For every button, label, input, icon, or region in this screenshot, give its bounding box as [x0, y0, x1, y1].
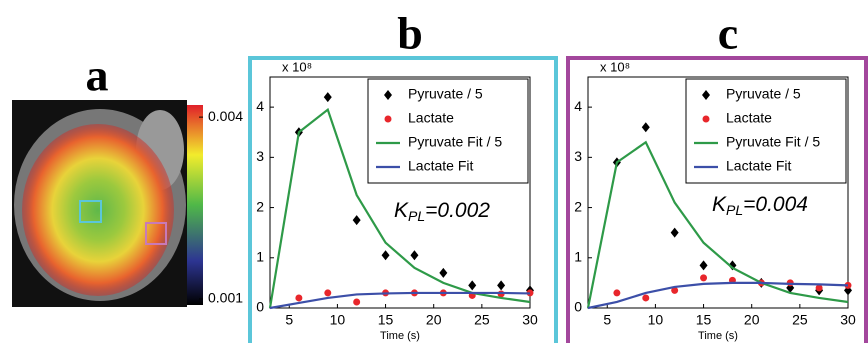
legend-label: Lactate	[726, 110, 772, 126]
y-tick-label: 1	[256, 248, 264, 264]
panel-label: c	[718, 8, 738, 59]
data-point	[642, 294, 649, 301]
y-tick-label: 0	[574, 299, 582, 315]
annotation-part: K	[394, 199, 409, 222]
x-tick-label: 15	[378, 312, 394, 328]
legend-label: Pyruvate / 5	[408, 86, 483, 102]
x-tick-label: 25	[474, 312, 490, 328]
x-tick-label: 20	[744, 312, 760, 328]
x-tick-label: 30	[522, 312, 538, 328]
data-point	[295, 294, 302, 301]
x-label: Time (s)	[698, 330, 738, 342]
data-point	[353, 298, 360, 305]
x-label: Time (s)	[380, 330, 420, 342]
legend-label: Lactate Fit	[726, 158, 791, 174]
x-tick-label: 10	[648, 312, 664, 328]
legend-label: Pyruvate Fit / 5	[408, 134, 502, 150]
data-point	[700, 274, 707, 281]
annotation-part: =0.004	[743, 193, 808, 216]
y-tick-label: 4	[574, 98, 582, 114]
x-tick-label: 5	[285, 312, 293, 328]
legend-swatch	[385, 116, 392, 123]
legend-label: Pyruvate Fit / 5	[726, 134, 820, 150]
data-point	[324, 289, 331, 296]
annotation-part: PL	[408, 208, 425, 224]
y-tick-label: 0	[256, 299, 264, 315]
y-tick-label: 2	[256, 198, 264, 214]
y-multiplier: x 10⁸	[600, 59, 630, 74]
annotation-part: PL	[726, 202, 743, 218]
y-tick-label: 3	[256, 148, 264, 164]
annotation-part: K	[712, 193, 727, 216]
x-tick-label: 20	[426, 312, 442, 328]
colorbar-tick-label: 0.001	[208, 290, 243, 306]
y-tick-label: 2	[574, 198, 582, 214]
x-tick-label: 15	[696, 312, 712, 328]
y-multiplier: x 10⁸	[282, 59, 312, 74]
image-panel: a	[12, 50, 203, 307]
x-tick-label: 25	[792, 312, 808, 328]
x-tick-label: 5	[603, 312, 611, 328]
legend-swatch	[703, 116, 710, 123]
legend-label: Lactate	[408, 110, 454, 126]
heat-map	[22, 124, 174, 296]
y-tick-label: 1	[574, 248, 582, 264]
legend-label: Pyruvate / 5	[726, 86, 801, 102]
x-tick-label: 30	[840, 312, 856, 328]
legend-label: Lactate Fit	[408, 158, 473, 174]
y-tick-label: 3	[574, 148, 582, 164]
data-point	[613, 289, 620, 296]
annotation-part: =0.002	[425, 199, 490, 222]
figure: a 0.0040.001b5101520253001234x 10⁸Time (…	[0, 0, 868, 343]
colorbar	[187, 105, 203, 305]
panel-label: b	[397, 8, 423, 59]
x-tick-label: 10	[330, 312, 346, 328]
y-tick-label: 4	[256, 98, 264, 114]
colorbar-tick-label: 0.004	[208, 108, 243, 124]
panel-label: a	[86, 50, 109, 101]
